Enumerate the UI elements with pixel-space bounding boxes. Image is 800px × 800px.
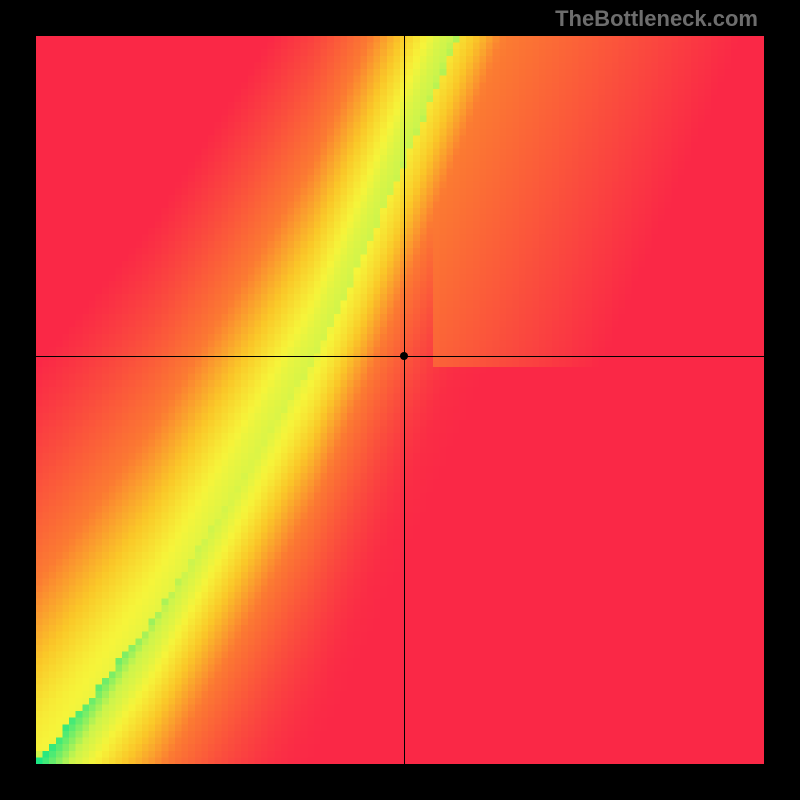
crosshair-vertical — [404, 36, 405, 764]
watermark-text: TheBottleneck.com — [555, 6, 758, 32]
heatmap-canvas — [36, 36, 764, 764]
bottleneck-heatmap — [36, 36, 764, 764]
crosshair-marker-dot — [400, 352, 408, 360]
